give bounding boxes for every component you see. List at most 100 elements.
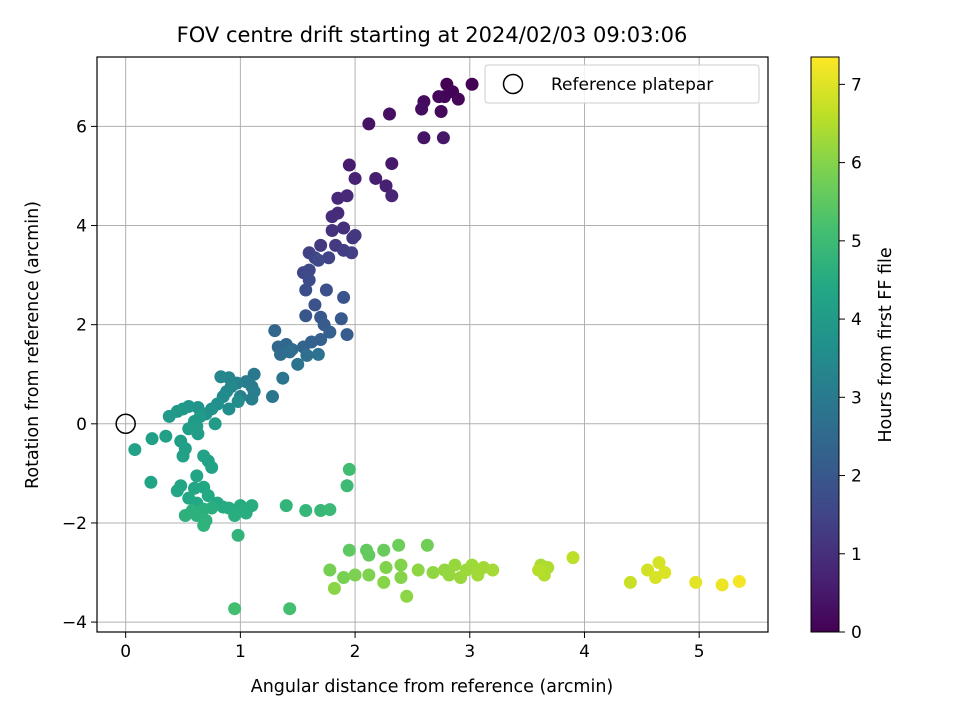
data-point xyxy=(228,602,242,616)
data-point xyxy=(369,171,383,185)
data-point xyxy=(658,566,672,580)
data-point xyxy=(411,563,425,577)
data-point xyxy=(337,221,351,235)
data-point xyxy=(323,563,337,577)
data-point xyxy=(325,210,339,224)
data-point xyxy=(159,429,173,443)
data-point xyxy=(197,518,211,532)
data-point xyxy=(385,157,399,171)
data-point xyxy=(170,484,184,498)
data-point xyxy=(434,105,448,119)
data-point xyxy=(214,370,228,384)
data-point xyxy=(342,543,356,557)
data-point xyxy=(311,253,325,267)
data-point xyxy=(362,548,376,562)
data-point xyxy=(400,589,414,603)
data-point xyxy=(377,543,391,557)
data-point xyxy=(208,417,222,431)
data-point xyxy=(415,102,429,116)
data-point xyxy=(465,558,479,572)
data-point xyxy=(334,312,348,326)
data-point xyxy=(689,575,703,589)
data-point xyxy=(345,246,359,260)
x-tick-label: 5 xyxy=(694,642,705,662)
colorbar-tick-label: 1 xyxy=(851,545,862,565)
data-point xyxy=(239,506,253,520)
data-point xyxy=(176,449,190,463)
data-point xyxy=(319,283,333,297)
data-point xyxy=(448,558,462,572)
reference-platepar-marker xyxy=(115,413,136,435)
y-tick-label: 6 xyxy=(76,117,87,137)
colorbar-tick-label: 0 xyxy=(851,623,862,643)
y-tick-label: −4 xyxy=(62,613,87,633)
grid xyxy=(97,57,768,632)
data-point xyxy=(337,570,351,584)
data-point xyxy=(323,325,337,339)
data-point xyxy=(323,503,337,517)
x-tick-label: 1 xyxy=(235,642,246,662)
data-point xyxy=(392,538,406,552)
data-point xyxy=(348,568,362,582)
data-point xyxy=(379,561,393,575)
data-point xyxy=(442,568,456,582)
data-point xyxy=(283,345,297,359)
data-point xyxy=(311,347,325,361)
data-point xyxy=(302,273,316,287)
data-point xyxy=(465,77,479,91)
y-tick-label: 4 xyxy=(76,217,87,237)
data-point xyxy=(417,131,431,145)
data-point xyxy=(162,409,176,423)
plot-frame xyxy=(96,56,769,633)
y-tick-label: 0 xyxy=(76,415,87,435)
legend-label: Reference platepar xyxy=(551,75,713,95)
data-point xyxy=(190,469,204,483)
colorbar-tick-label: 6 xyxy=(851,154,862,174)
data-point xyxy=(231,395,245,409)
chart-title: FOV centre drift starting at 2024/02/03 … xyxy=(177,23,688,47)
legend-box xyxy=(484,64,760,104)
x-axis-ticks: 0 1 2 3 4 5 xyxy=(120,632,705,662)
y-axis-label: Rotation from reference (arcmin) xyxy=(23,201,43,489)
data-point xyxy=(532,563,546,577)
y-tick-label: 2 xyxy=(76,316,87,336)
data-point xyxy=(340,328,354,342)
data-point xyxy=(348,228,362,242)
data-point xyxy=(420,538,434,552)
data-point xyxy=(652,556,666,570)
data-point xyxy=(314,238,328,252)
data-point xyxy=(299,504,313,518)
colorbar-tick-label: 4 xyxy=(851,310,862,330)
data-point xyxy=(299,283,313,297)
colorbar-gradient xyxy=(810,56,840,633)
data-point xyxy=(342,462,356,476)
data-point xyxy=(231,528,245,542)
data-points xyxy=(128,77,746,616)
data-point xyxy=(308,298,322,312)
data-point xyxy=(385,189,399,203)
data-point xyxy=(486,563,500,577)
data-point xyxy=(348,171,362,185)
data-point xyxy=(426,566,440,580)
colorbar-tick-label: 5 xyxy=(851,232,862,252)
data-point xyxy=(283,602,297,616)
colorbar-tick-label: 2 xyxy=(851,467,862,487)
data-point xyxy=(201,489,215,503)
data-point xyxy=(291,357,305,371)
data-point xyxy=(394,570,408,584)
data-point xyxy=(337,290,351,304)
data-point xyxy=(342,158,356,172)
data-point xyxy=(566,551,580,565)
data-point xyxy=(325,223,339,237)
colorbar-tick-label: 7 xyxy=(851,75,862,95)
x-tick-label: 4 xyxy=(579,642,590,662)
data-point xyxy=(265,390,279,404)
data-point xyxy=(732,574,746,588)
colorbar-label: Hours from first FF file xyxy=(876,247,896,442)
colorbar: 0 1 2 3 4 5 6 7 Hours from first FF file xyxy=(810,56,896,643)
colorbar-tick-label: 3 xyxy=(851,388,862,408)
data-point xyxy=(279,499,293,513)
data-point xyxy=(379,179,393,193)
data-point xyxy=(394,558,408,572)
